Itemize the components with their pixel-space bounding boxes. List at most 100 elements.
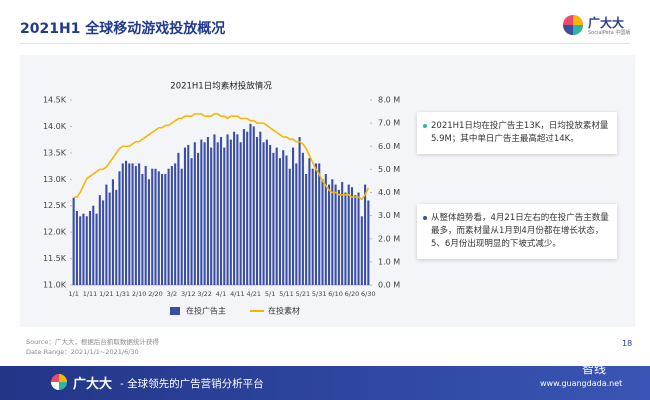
bar <box>213 134 216 285</box>
x-tick-label: 6/20 <box>345 290 360 298</box>
bar <box>334 184 337 285</box>
y2-tick-label: 4.0 M <box>378 188 400 197</box>
bar <box>360 216 363 285</box>
bar <box>341 181 344 285</box>
bar <box>331 179 334 285</box>
y2-tick-label: 3.0 M <box>378 211 400 220</box>
y2-tick-label: 5.0 M <box>378 165 400 174</box>
bar <box>295 163 298 285</box>
bar <box>216 142 219 285</box>
chart-title: 2021H1日均素材投放情况 <box>170 81 272 92</box>
watermark-name: 智线 <box>582 362 607 376</box>
bar <box>265 139 268 285</box>
bar <box>259 131 262 285</box>
x-tick-label: 1/31 <box>115 290 130 298</box>
bar <box>138 163 141 285</box>
y2-tick-label: 1.0 M <box>378 257 400 266</box>
bar <box>269 144 272 285</box>
bar <box>118 171 121 285</box>
bar <box>223 147 226 285</box>
bar <box>275 147 278 285</box>
bar <box>75 211 78 285</box>
bar <box>79 216 82 285</box>
bar <box>350 187 354 285</box>
bar <box>111 179 114 285</box>
bar <box>255 137 259 285</box>
x-tick-label: 2/20 <box>148 290 163 298</box>
bar <box>252 126 255 285</box>
x-tick-label: 4/1 <box>216 290 226 298</box>
legend-label: 在投广告主 <box>186 306 226 316</box>
bar <box>272 152 275 285</box>
x-tick-label: 5/1 <box>265 290 275 298</box>
bar <box>344 192 347 285</box>
y-tick-label: 13.5K <box>43 148 67 157</box>
y-tick-label: 14.5K <box>43 96 67 105</box>
y2-tick-label: 6.0 M <box>378 142 400 151</box>
x-tick-label: 3/2 <box>167 290 177 298</box>
y-tick-label: 14.0K <box>43 122 67 131</box>
x-tick-label: 4/11 <box>230 290 245 298</box>
x-tick-label: 5/21 <box>296 290 311 298</box>
line <box>73 113 370 201</box>
bullet <box>423 216 427 220</box>
y-tick-label: 11.5K <box>43 254 67 263</box>
bar <box>108 192 111 285</box>
bar <box>121 163 124 285</box>
footer-slogan: - 全球领先的广告营销分析平台 <box>120 378 264 390</box>
y-tick-label: 12.5K <box>43 201 67 210</box>
bar <box>288 168 291 285</box>
x-tick-label: 3/22 <box>197 290 212 298</box>
bar <box>157 171 160 285</box>
bar <box>167 168 170 285</box>
bar <box>131 163 134 285</box>
bar <box>206 137 209 285</box>
bar <box>314 163 318 285</box>
bar <box>236 134 239 285</box>
bar <box>308 158 311 285</box>
bar <box>72 197 75 285</box>
x-tick-label: 6/30 <box>361 290 376 298</box>
bar <box>177 152 180 285</box>
y-tick-label: 11.0K <box>43 281 67 290</box>
bar <box>291 147 295 285</box>
bar <box>124 160 128 285</box>
bar <box>115 189 118 285</box>
bar <box>210 147 213 285</box>
source: Source：广大大，根据后台抓取数据统计获得 <box>26 338 159 346</box>
x-tick-label: 3/12 <box>181 290 196 298</box>
bar <box>187 144 190 285</box>
y2-tick-label: 8.0 M <box>378 96 400 105</box>
bar <box>193 142 196 285</box>
x-tick-label: 4/21 <box>246 290 261 298</box>
bar <box>301 152 304 285</box>
bar <box>183 147 187 285</box>
bar <box>318 163 321 285</box>
logo-icon <box>563 15 583 35</box>
x-tick-label: 5/11 <box>279 290 294 298</box>
logo-name: 广大大 <box>588 16 625 30</box>
bar <box>105 184 108 285</box>
legend-swatch <box>170 307 180 315</box>
bar <box>298 137 301 285</box>
y2-tick-label: 0.0 M <box>378 281 400 290</box>
bar <box>95 213 98 285</box>
logo-sub: SocialPeta 中国版 <box>588 30 631 36</box>
x-tick-label: 2/10 <box>132 290 147 298</box>
bar <box>233 131 236 285</box>
bar <box>180 168 183 285</box>
bar <box>164 174 167 285</box>
x-tick-label: 6/10 <box>328 290 343 298</box>
x-tick-label: 1/21 <box>99 290 114 298</box>
footer-icon <box>51 374 67 390</box>
bar <box>147 179 151 285</box>
bar <box>128 163 131 285</box>
bar <box>154 168 157 285</box>
bar <box>282 150 285 285</box>
bar <box>367 200 370 285</box>
bar <box>203 142 206 285</box>
y2-tick-label: 2.0 M <box>378 234 400 243</box>
y-tick-label: 13.0K <box>43 175 67 184</box>
bar <box>190 158 193 285</box>
note-box: 从整体趋势看，4月21日左右的在投广告主数量最多，而素材量从1月到4月份都在增长… <box>417 204 617 259</box>
